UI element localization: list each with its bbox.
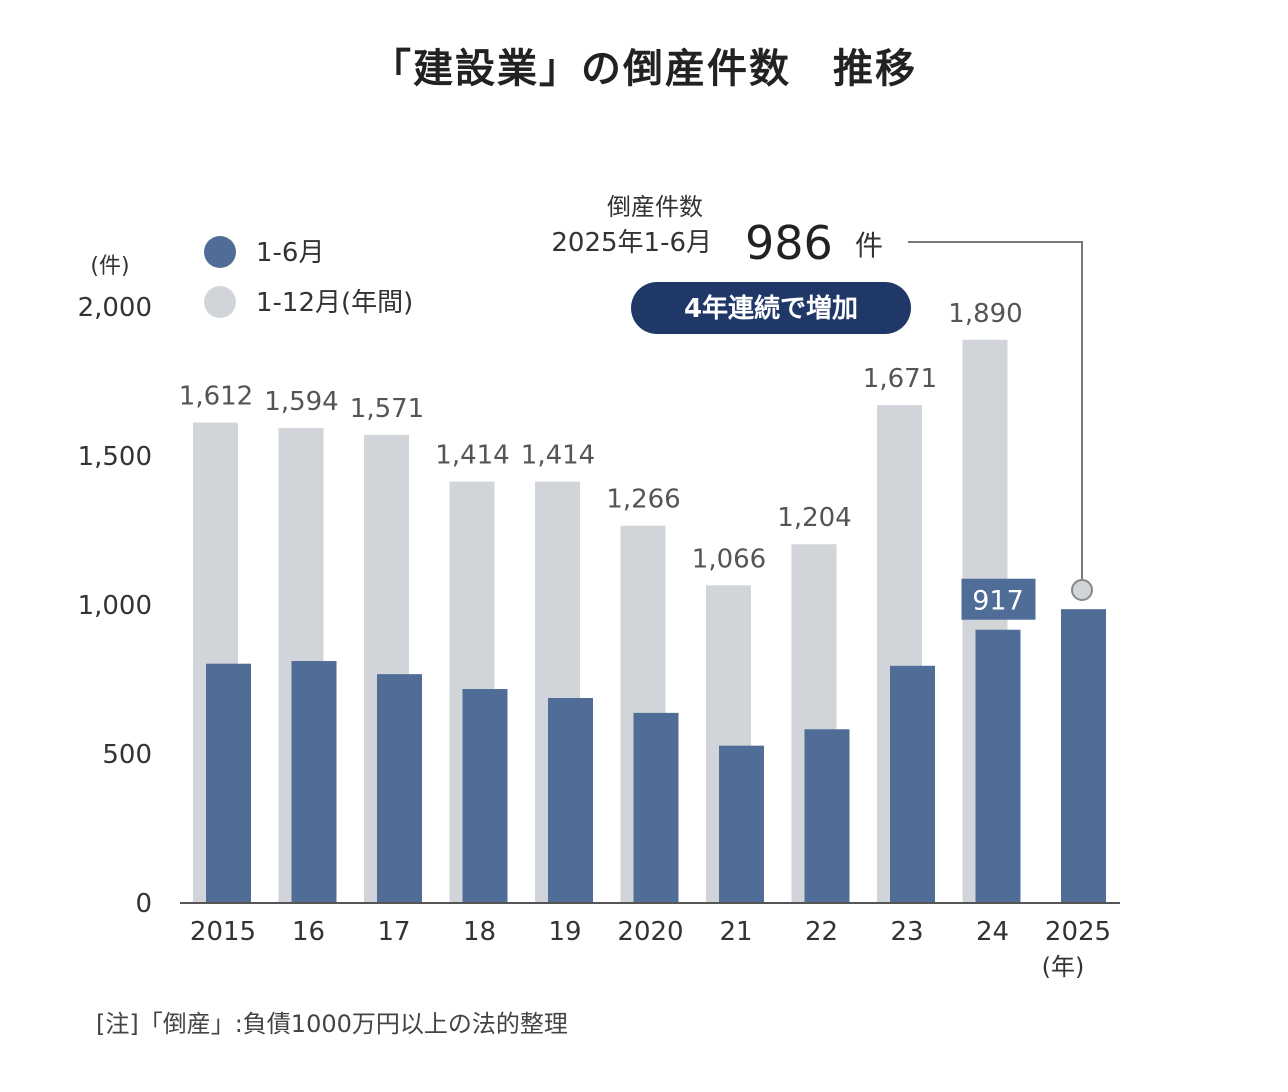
x-tick-label-16: 16: [292, 917, 325, 947]
data-label-bg-half-year-24: [961, 578, 1036, 620]
data-label-annual-23: 1,671: [863, 364, 937, 394]
bar-half-year-22: [804, 729, 850, 903]
x-tick-label-23: 23: [890, 917, 923, 947]
footnote: [注]「倒産」:負債1000万円以上の法的整理: [96, 1010, 568, 1038]
legend: 1-6月 1-12月(年間): [204, 236, 413, 318]
chart-title: 「建設業」の倒産件数 推移: [371, 46, 917, 92]
x-tick-label-22: 22: [805, 917, 838, 947]
bar-half-year-19: [548, 697, 593, 903]
x-tick-label-2025: 2025: [1045, 917, 1111, 947]
x-tick-label-18: 18: [463, 917, 496, 947]
data-label-annual-16: 1,594: [264, 387, 338, 417]
bar-half-year-2025: [1061, 609, 1106, 903]
data-label-annual-19: 1,414: [521, 441, 595, 471]
legend-label-annual: 1-12月(年間): [256, 288, 413, 318]
half-year-value-labels: 917: [961, 578, 1036, 620]
data-label-annual-17: 1,571: [350, 394, 424, 424]
data-label-annual-2020: 1,266: [606, 485, 680, 515]
bar-half-year-17: [377, 674, 422, 903]
x-tick-label-19: 19: [548, 917, 581, 947]
x-axis-unit: (年): [1042, 953, 1085, 981]
bar-half-year-21: [719, 745, 764, 903]
bar-half-year-2015: [206, 663, 251, 903]
data-label-annual-2015: 1,612: [179, 382, 253, 412]
x-tick-label-2015: 2015: [190, 917, 256, 947]
callout-leader-line: [908, 241, 1083, 580]
x-tick-label-2020: 2020: [617, 917, 683, 947]
bar-half-year-18: [462, 689, 508, 903]
callout-period: 2025年1-6月: [551, 228, 712, 258]
callout-unit: 件: [855, 229, 883, 262]
y-tick-label-2000: 2,000: [78, 293, 152, 323]
bar-half-year-2020: [633, 712, 679, 903]
x-tick-label-24: 24: [976, 917, 1009, 947]
y-axis-unit: (件): [90, 254, 129, 279]
callout-marker: [1071, 579, 1093, 601]
half-year-bars: [206, 609, 1106, 903]
bar-half-year-16: [291, 661, 337, 903]
legend-swatch-half-year: [204, 236, 236, 268]
data-label-annual-18: 1,414: [435, 441, 509, 471]
y-axis-ticks: 0 500 1,000 1,500 2,000: [78, 293, 152, 919]
callout-value: 986: [745, 216, 833, 270]
legend-label-half-year: 1-6月: [256, 238, 324, 268]
y-tick-label-500: 500: [102, 740, 152, 770]
data-label-annual-22: 1,204: [777, 503, 851, 533]
callout: 倒産件数 2025年1-6月 986 件 4年連続で増加: [551, 193, 1093, 601]
x-axis-ticks: 2015 16 17 18 19 2020 21 22 23 24 2025: [190, 917, 1111, 947]
y-tick-label-1000: 1,000: [78, 591, 152, 621]
data-label-half-year-24: 917: [972, 586, 1024, 617]
legend-swatch-annual: [204, 286, 236, 318]
callout-badge: [631, 282, 911, 334]
data-label-annual-21: 1,066: [692, 544, 766, 574]
y-tick-label-1500: 1,500: [78, 442, 152, 472]
x-tick-label-21: 21: [719, 917, 752, 947]
bar-half-year-23: [890, 665, 935, 903]
annual-value-labels: 1,612 1,594 1,571 1,414 1,414 1,266 1,066 1,204…: [179, 299, 1023, 575]
x-tick-label-17: 17: [377, 917, 410, 947]
bar-half-year-24: [975, 629, 1021, 903]
callout-heading: 倒産件数: [607, 193, 703, 221]
y-tick-label-0: 0: [135, 889, 152, 919]
data-label-annual-24: 1,890: [948, 299, 1022, 329]
callout-badge-label: 4年連続で増加: [684, 293, 858, 324]
